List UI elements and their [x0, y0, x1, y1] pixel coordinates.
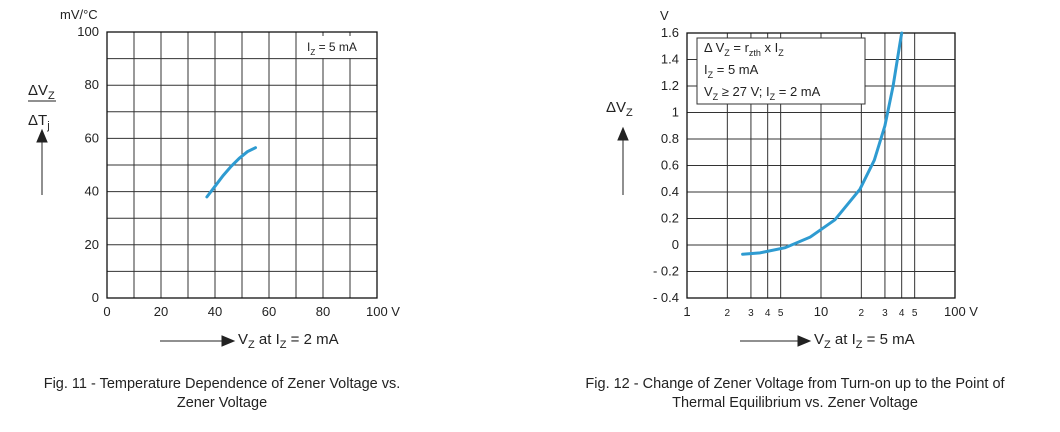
x-arrow-head — [797, 335, 812, 347]
x-tick-label: 2 — [859, 308, 865, 319]
y-tick-label: 1.2 — [661, 78, 679, 93]
text-segment: ≥ 27 V; I — [718, 84, 769, 99]
curve — [205, 146, 257, 199]
subscript: Z — [856, 339, 863, 351]
x-tick-label: 5 — [778, 308, 784, 319]
text-segment: = 5 mA — [713, 62, 758, 77]
y-tick-label: 60 — [85, 130, 99, 145]
text-segment: V — [704, 84, 713, 99]
x-tick-label: 2 — [725, 308, 731, 319]
curve — [741, 31, 904, 256]
subscript: Z — [626, 107, 633, 119]
y-axis-label: ΔVZ — [606, 99, 633, 119]
text-segment: V — [238, 331, 248, 348]
y-tick-label: - 0.2 — [653, 264, 679, 279]
y-tick-label: - 0.4 — [653, 290, 679, 305]
y-axis-label: ΔVZ — [28, 82, 55, 102]
y-arrow-head — [36, 128, 48, 143]
x-tick-label: 3 — [882, 308, 888, 319]
subscript: Z — [770, 92, 776, 102]
text-segment: ΔT — [28, 112, 47, 129]
x-axis-label: VZ at IZ = 5 mA — [814, 331, 915, 351]
x-tick-label: 100 V — [944, 304, 978, 319]
subscript: Z — [724, 48, 730, 58]
y-tick-label: 80 — [85, 77, 99, 92]
subscript: zth — [749, 48, 761, 58]
x-tick-label: 0 — [103, 304, 110, 319]
y-tick-label: 0 — [672, 237, 679, 252]
text-segment: at I — [255, 331, 280, 348]
text-segment: = 2 mA — [287, 331, 339, 348]
subscript: j — [46, 120, 49, 132]
y-tick-label: 1.4 — [661, 52, 679, 67]
annotation-box — [696, 37, 866, 105]
caption: Fig. 11 - Temperature Dependence of Zene… — [44, 376, 401, 392]
text-segment: = 5 mA — [863, 331, 915, 348]
plot-frame — [686, 32, 956, 299]
unit-label: mV/°C — [60, 7, 98, 22]
x-tick-label: 4 — [765, 308, 771, 319]
x-tick-label: 40 — [208, 304, 222, 319]
x-arrow-head — [221, 335, 236, 347]
annotation: IZ = 5 mA — [704, 62, 759, 80]
text-segment: = 5 mA — [315, 40, 357, 54]
subscript: Z — [824, 339, 831, 351]
y-tick-label: 40 — [85, 184, 99, 199]
arrows — [28, 100, 812, 347]
text-segment: = 2 mA — [775, 84, 820, 99]
text-segment: = r — [730, 40, 750, 55]
x-tick-label: 60 — [262, 304, 276, 319]
x-tick-label: 4 — [899, 308, 905, 319]
y-tick-label: 0 — [92, 290, 99, 305]
text-segment: I — [307, 40, 310, 54]
text-segment: at I — [831, 331, 856, 348]
text-segment: Δ V — [704, 40, 725, 55]
subscript: Z — [248, 339, 255, 351]
y-axis-label: ΔTj — [28, 112, 50, 132]
x-tick-label: 20 — [154, 304, 168, 319]
plot-frame — [106, 31, 378, 299]
x-tick-label: 100 V — [366, 304, 400, 319]
y-arrow-head — [617, 126, 629, 141]
annotation: Δ VZ = rzth x IZ — [704, 40, 784, 58]
y-tick-label: 0.8 — [661, 131, 679, 146]
caption: Zener Voltage — [177, 395, 267, 411]
subscript: Z — [310, 48, 315, 57]
y-tick-label: 20 — [85, 237, 99, 252]
text-segment: I — [704, 62, 708, 77]
x-tick-label: 5 — [912, 308, 918, 319]
unit-label: V — [660, 8, 669, 23]
x-tick-label: 3 — [748, 308, 754, 319]
y-tick-label: 1 — [672, 105, 679, 120]
text-segment: x I — [761, 40, 778, 55]
y-tick-label: 100 — [77, 24, 99, 39]
subscript: Z — [280, 339, 287, 351]
y-tick-label: 0.4 — [661, 184, 679, 199]
annotation: IZ = 5 mA — [307, 40, 357, 57]
text-segment: ΔV — [606, 99, 626, 116]
text-segment: V — [814, 331, 824, 348]
caption: Fig. 12 - Change of Zener Voltage from T… — [585, 376, 1005, 392]
x-tick-label: 10 — [814, 304, 828, 319]
subscript: Z — [713, 92, 719, 102]
x-tick-label: 80 — [316, 304, 330, 319]
annotation-box — [300, 36, 376, 58]
y-tick-label: 0.2 — [661, 211, 679, 226]
subscript: Z — [778, 48, 784, 58]
x-axis-label: VZ at IZ = 2 mA — [238, 331, 339, 351]
y-tick-label: 0.6 — [661, 158, 679, 173]
caption: Thermal Equilibrium vs. Zener Voltage — [672, 395, 918, 411]
y-tick-label: 1.6 — [661, 25, 679, 40]
subscript: Z — [708, 70, 714, 80]
x-tick-label: 1 — [683, 304, 690, 319]
annotation: VZ ≥ 27 V; IZ = 2 mA — [704, 84, 821, 102]
text-segment: ΔV — [28, 82, 48, 99]
subscript: Z — [48, 90, 55, 102]
